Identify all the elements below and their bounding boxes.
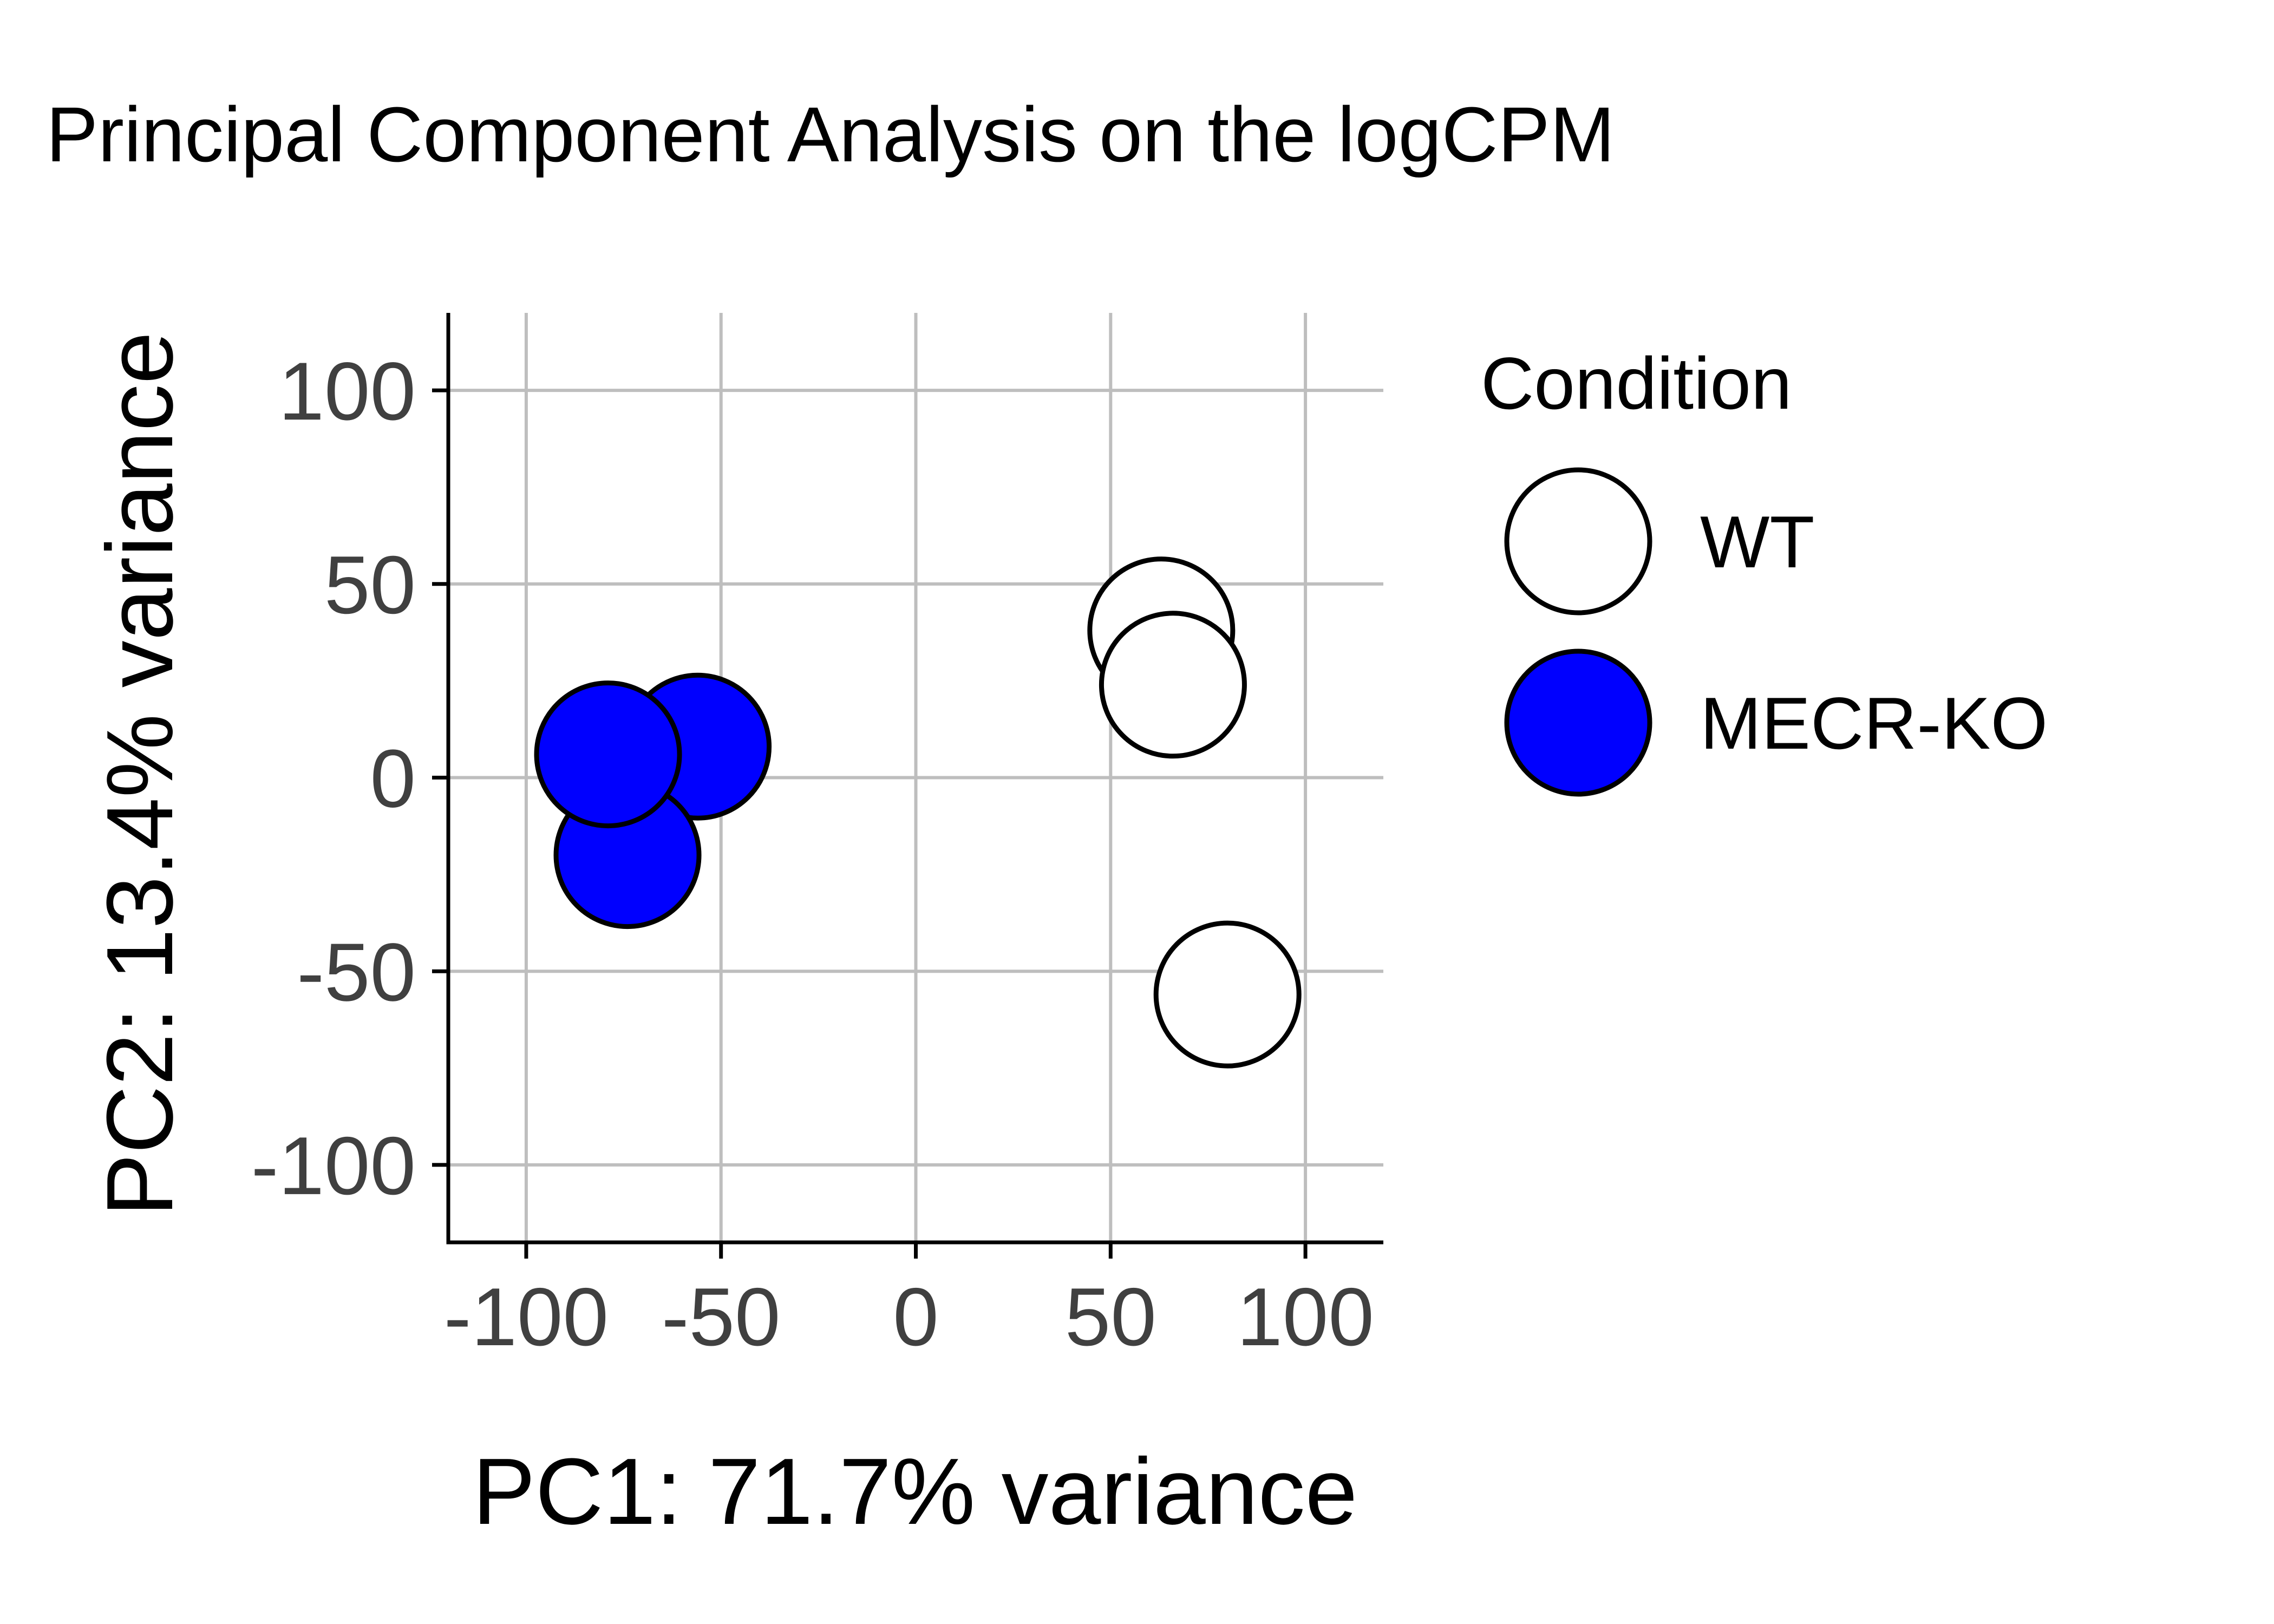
point-wt-1 <box>1099 611 1247 759</box>
y-axis-title: PC2: 13.4% variance <box>87 332 192 1217</box>
chart-title: Principal Component Analysis on the logC… <box>46 91 1615 178</box>
legend-key-wt <box>1504 467 1652 615</box>
x-tick-label-3: 50 <box>1065 1271 1156 1363</box>
y-tick-label-2: 0 <box>370 733 416 825</box>
y-tick-label-3: 50 <box>324 539 416 631</box>
legend: Condition WT MECR-KO <box>1481 342 2048 797</box>
legend-key-mecr-ko <box>1504 649 1652 797</box>
y-tick-label-4: 100 <box>278 345 416 437</box>
legend-label-wt: WT <box>1700 501 1814 583</box>
x-axis-title: PC1: 71.7% variance <box>473 1438 1358 1544</box>
point-wt-2 <box>1153 920 1302 1069</box>
x-tick-label-4: 100 <box>1237 1271 1374 1363</box>
legend-label-mecr-ko: MECR-KO <box>1700 682 2048 764</box>
x-tick-label-0: -100 <box>444 1271 609 1363</box>
tick-labels: -100 -50 0 50 100 -100 -50 0 50 100 <box>251 345 1374 1363</box>
point-mecr-ko-2 <box>534 680 682 829</box>
data-points <box>534 556 1302 1069</box>
legend-title: Condition <box>1481 342 1792 424</box>
axes <box>432 313 1383 1259</box>
y-tick-label-1: -50 <box>297 926 416 1018</box>
legend-items: WT MECR-KO <box>1504 467 2048 797</box>
x-tick-label-2: 0 <box>893 1271 939 1363</box>
grid-lines <box>448 313 1383 1242</box>
y-tick-label-0: -100 <box>251 1120 416 1212</box>
x-tick-label-1: -50 <box>662 1271 781 1363</box>
